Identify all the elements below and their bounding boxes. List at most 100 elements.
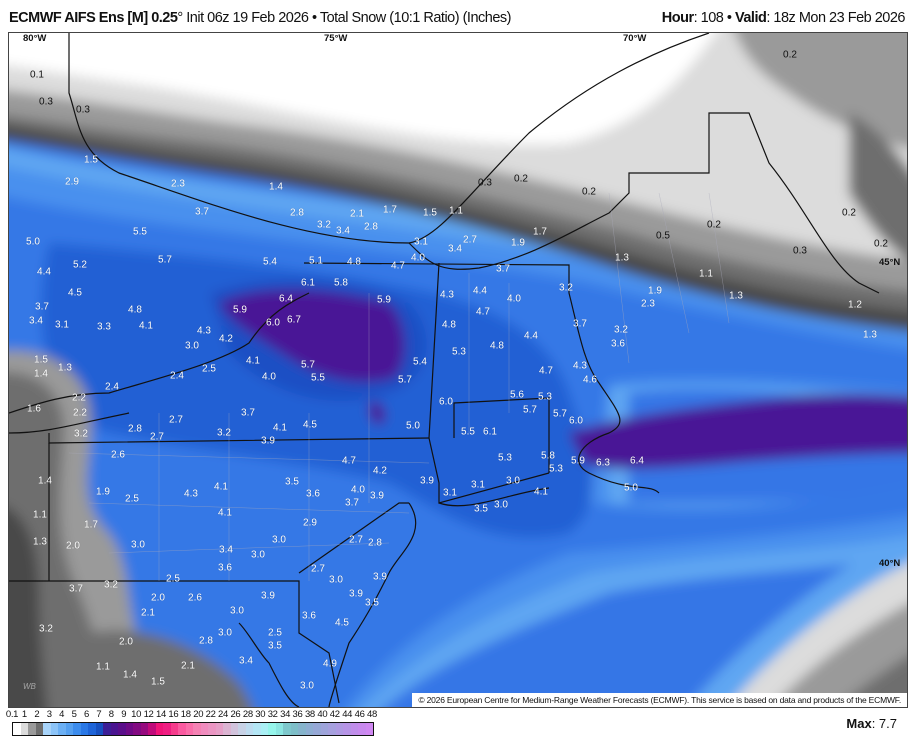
snow-amount-label: 3.2 [39,623,53,635]
snow-amount-label: 4.8 [128,304,142,316]
snow-amount-label: 2.4 [170,370,184,382]
snow-amount-label: 4.0 [351,484,365,496]
map-header: ECMWF AIFS Ens [M] 0.25° Init 06z 19 Feb… [0,0,913,32]
snow-amount-label: 1.4 [269,181,283,193]
snow-amount-label: 3.0 [185,340,199,352]
snow-amount-label: 5.6 [510,389,524,401]
snow-amount-label: 5.5 [461,426,475,438]
snow-amount-label: 4.3 [573,360,587,372]
snow-amount-label: 3.6 [218,562,232,574]
snow-amount-label: 1.9 [648,285,662,297]
colorbar-swatch [95,723,103,735]
snow-amount-label: 4.8 [490,340,504,352]
snow-amount-label: 3.2 [74,428,88,440]
init-and-product: Init 06z 19 Feb 2026 • Total Snow (10:1 … [182,10,511,26]
colorbar-swatch [275,723,283,735]
colorbar-tick-label: 48 [367,709,377,720]
snow-amount-label: 1.9 [96,486,110,498]
snow-amount-label: 4.7 [391,260,405,272]
snow-amount-label: 0.2 [842,207,856,219]
snow-amount-label: 3.7 [195,206,209,218]
snow-amount-label: 1.3 [863,329,877,341]
snow-amount-label: 3.7 [35,301,49,313]
snow-amount-label: 6.0 [266,317,280,329]
colorbar-tick-label: 42 [329,709,340,720]
colorbar-swatch [178,723,186,735]
snow-amount-label: 2.5 [166,573,180,585]
snow-amount-label: 3.7 [496,263,510,275]
colorbar-swatch [73,723,81,735]
snow-amount-label: 1.1 [33,509,47,521]
snow-amount-label: 2.9 [303,517,317,529]
snow-amount-label: 2.1 [141,607,155,619]
colorbar-swatch [88,723,96,735]
colorbar-swatch [80,723,88,735]
colorbar-tick-label: 20 [193,709,204,720]
model-name: ECMWF AIFS Ens [M] 0.25 [9,10,178,26]
snow-amount-label: 4.1 [273,422,287,434]
map-title: ECMWF AIFS Ens [M] 0.25° Init 06z 19 Feb… [9,10,511,26]
snow-amount-label: 5.0 [406,420,420,432]
snow-amount-label: 4.3 [440,289,454,301]
snow-amount-label: 4.2 [219,333,233,345]
colorbar-tick-label: 1 [21,709,27,720]
snow-amount-label: 4.8 [442,319,456,331]
colorbar-tick-label: 18 [180,709,191,720]
snow-amount-label: 1.3 [729,290,743,302]
snow-amount-label: 4.5 [68,287,82,299]
snow-amount-label: 0.2 [874,238,888,250]
colorbar-tick-label: 12 [143,709,154,720]
snow-amount-label: 3.7 [69,583,83,595]
snow-amount-label: 0.3 [76,104,90,116]
snow-amount-label: 3.2 [317,219,331,231]
snow-amount-label: 4.7 [342,455,356,467]
snow-amount-label: 1.5 [84,154,98,166]
copyright-notice: © 2026 European Centre for Medium-Range … [412,693,907,707]
snow-amount-label: 3.1 [443,487,457,499]
snow-amount-label: 2.5 [268,627,282,639]
max-label: Max [846,716,872,731]
snow-amount-label: 3.6 [611,338,625,350]
snow-amount-label: 1.1 [96,661,110,673]
snow-amount-label: 0.3 [478,177,492,189]
snow-amount-label: 1.1 [699,268,713,280]
snow-amount-label: 5.5 [133,226,147,238]
snow-amount-label: 6.0 [439,396,453,408]
snow-amount-label: 3.5 [285,476,299,488]
snow-amount-label: 3.9 [261,590,275,602]
colorbar-swatch [335,723,343,735]
snow-amount-label: 1.9 [511,237,525,249]
colorbar-swatch [140,723,148,735]
snow-amount-label: 3.9 [420,475,434,487]
snow-amount-label: 1.4 [34,368,48,380]
colorbar-tick-label: 26 [230,709,241,720]
colorbar [12,722,374,736]
snow-amount-label: 3.0 [131,539,145,551]
colorbar-swatch [193,723,201,735]
snow-amount-label: 2.5 [125,493,139,505]
snow-amount-label: 2.7 [150,431,164,443]
colorbar-swatch [313,723,321,735]
snow-amount-label: 2.8 [199,635,213,647]
snow-amount-label: 2.2 [73,407,87,419]
snow-amount-label: 6.4 [630,455,644,467]
snow-amount-label: 3.2 [104,579,118,591]
colorbar-tick-label: 0.1 [5,709,19,720]
lat-45n-label: 45°N [879,257,901,268]
snow-amount-label: 2.7 [169,414,183,426]
snow-amount-label: 4.9 [323,658,337,670]
snow-amount-label: 5.3 [538,391,552,403]
snow-amount-label: 6.3 [596,457,610,469]
colorbar-swatch [305,723,313,735]
hour-label: Hour [661,10,694,26]
snow-amount-label: 5.3 [452,346,466,358]
colorbar-swatch [283,723,291,735]
colorbar-swatch [290,723,298,735]
colorbar-swatch [35,723,43,735]
snow-amount-label: 6.7 [287,314,301,326]
colorbar-tick-label: 10 [131,709,142,720]
colorbar-swatch [28,723,36,735]
snow-amount-label: 2.8 [290,207,304,219]
snow-amount-label: 4.4 [524,330,538,342]
snow-amount-label: 1.3 [33,536,47,548]
